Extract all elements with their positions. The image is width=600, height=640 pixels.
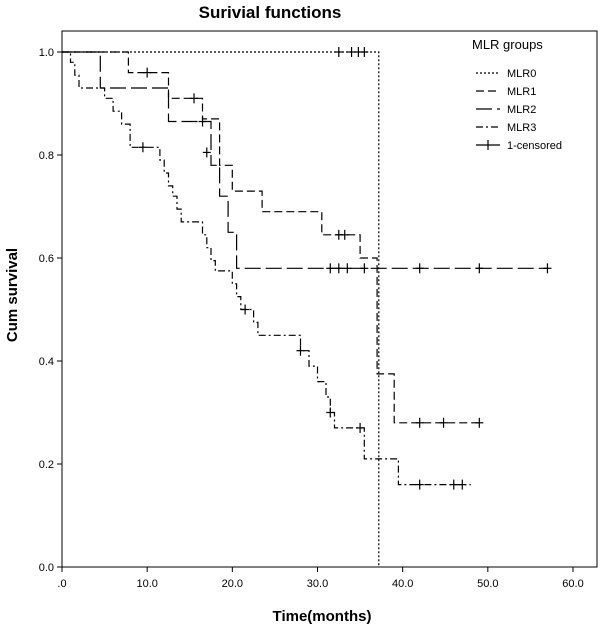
x-tick-label: 20.0 (222, 578, 243, 590)
y-tick-label: 0.4 (39, 356, 54, 368)
legend-label: 1-censored (507, 140, 562, 152)
legend-item-mlr2: MLR2 (476, 104, 536, 116)
plot-frame (61, 30, 598, 568)
legend-item-mlr3: MLR3 (476, 122, 536, 134)
censor-mark-mlr1 (415, 417, 424, 428)
series-line-mlr3 (62, 51, 471, 486)
axes: .0 10.0 20.0 30.0 40.0 50.0 60.0 0.0 0.2 0.4 0.6 0.… (39, 30, 598, 590)
censor-mark-mlr0 (334, 47, 343, 57)
y-tick-label: 0.0 (39, 562, 54, 574)
censor-mark-mlr3 (415, 479, 424, 490)
y-tick-label: 0.6 (39, 253, 54, 265)
x-axis-label: Time(months) (273, 608, 372, 625)
censor-mark-mlr2 (326, 263, 335, 274)
y-tick-label: 0.2 (39, 459, 54, 471)
x-tick-label: 40.0 (392, 578, 413, 590)
censor-mark-mlr3 (326, 407, 335, 418)
x-tick-label: 60.0 (562, 578, 583, 590)
censor-mark-mlr0 (360, 47, 369, 57)
censor-mark-mlr2 (343, 263, 352, 274)
series-layer (62, 47, 552, 567)
y-axis-label: Cum survival (4, 248, 21, 342)
censor-mark-mlr1 (340, 229, 349, 240)
censor-mark-mlr2 (202, 147, 211, 158)
legend-item-1-censored: 1-censored (476, 140, 562, 152)
legend: MLR groups MLR0 MLR1 MLR2 MLR3 1-censored (472, 37, 562, 152)
censor-mark-mlr3 (296, 345, 305, 356)
censor-mark-mlr2 (415, 263, 424, 274)
censor-mark-mlr3 (449, 479, 458, 490)
censor-mark-mlr1 (190, 93, 199, 104)
censor-mark-mlr1 (143, 67, 152, 78)
censor-mark-mlr2 (334, 263, 343, 274)
y-tick-label: 1.0 (39, 47, 54, 59)
legend-label: MLR2 (507, 104, 536, 116)
censor-mark-mlr1 (475, 417, 484, 428)
censor-mark-mlr2 (475, 263, 484, 274)
series-line-mlr0 (62, 51, 380, 567)
series-line-mlr1 (62, 51, 480, 424)
x-tick-label: 30.0 (307, 578, 328, 590)
y-tick-label: 0.8 (39, 150, 54, 162)
censor-mark-mlr2 (198, 116, 207, 127)
censor-mark-mlr0 (347, 47, 356, 57)
legend-item-mlr0: MLR0 (476, 68, 536, 80)
censor-mark-mlr2 (543, 263, 552, 274)
x-tick-label: 10.0 (136, 578, 157, 590)
censor-mark-mlr3 (458, 479, 467, 490)
censor-mark-mlr1 (439, 417, 448, 428)
censor-mark-mlr3 (138, 142, 147, 153)
series-line-mlr2 (62, 51, 548, 269)
x-tick-label: 50.0 (477, 578, 498, 590)
censor-mark-mlr3 (241, 304, 250, 315)
legend-item-mlr1: MLR1 (476, 86, 536, 98)
x-tick-label: .0 (57, 578, 66, 590)
legend-label: MLR3 (507, 122, 536, 134)
legend-label: MLR1 (507, 86, 536, 98)
legend-title: MLR groups (472, 37, 543, 52)
legend-label: MLR0 (507, 68, 536, 80)
chart-title: Surivial functions (199, 3, 342, 22)
censor-mark-mlr3 (356, 422, 365, 433)
censor-mark-mlr2 (360, 263, 369, 274)
